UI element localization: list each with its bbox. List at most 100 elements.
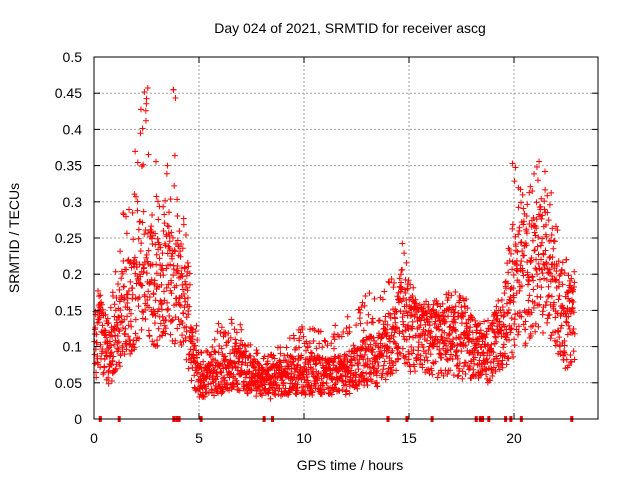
data-point: [105, 369, 112, 376]
data-point: [522, 326, 529, 333]
data-point: [491, 329, 498, 336]
data-point: [399, 240, 406, 247]
data-point: [355, 366, 362, 373]
data-point: [304, 373, 311, 380]
data-point: [374, 359, 381, 366]
data-point: [398, 298, 405, 305]
data-point: [462, 359, 469, 366]
data-point: [194, 336, 201, 343]
data-point: [524, 201, 531, 208]
data-point: [136, 294, 143, 301]
data-point: [545, 217, 552, 224]
data-point: [545, 312, 552, 319]
data-point: [129, 209, 136, 216]
data-point: [94, 287, 101, 294]
data-point: [501, 312, 508, 319]
x-axis-label: GPS time / hours: [297, 457, 404, 473]
data-point: [143, 270, 150, 277]
data-point: [427, 351, 434, 358]
data-point: [100, 371, 107, 378]
data-point: [100, 369, 107, 376]
data-point: [203, 347, 210, 354]
data-point: [170, 266, 177, 273]
data-point: [297, 355, 304, 362]
y-tick-label: 0: [74, 411, 82, 427]
data-point: [515, 231, 522, 238]
data-point: [515, 323, 522, 330]
data-point: [346, 390, 353, 397]
data-point: [332, 380, 339, 387]
data-point: [569, 304, 576, 311]
data-point: [544, 209, 551, 216]
data-point: [102, 331, 109, 338]
chart-title: Day 024 of 2021, SRMTID for receiver asc…: [214, 20, 486, 36]
data-point: [170, 86, 177, 93]
data-point: [490, 349, 497, 356]
data-point: [130, 236, 137, 243]
data-point: [188, 325, 195, 332]
data-point: [158, 266, 165, 273]
data-point: [408, 343, 415, 350]
data-point: [339, 386, 346, 393]
data-point: [432, 318, 439, 325]
data-point: [527, 183, 534, 190]
data-point: [536, 158, 543, 165]
data-point: [352, 357, 359, 364]
data-point: [280, 368, 287, 375]
data-point: [161, 211, 168, 218]
data-point: [278, 363, 285, 370]
data-point: [554, 338, 561, 345]
data-point: [518, 258, 525, 265]
data-point: [432, 358, 439, 365]
data-point: [284, 352, 291, 359]
data-point: [508, 315, 515, 322]
data-point: [211, 336, 218, 343]
data-point: [529, 187, 536, 194]
data-point: [429, 306, 436, 313]
data-point: [230, 383, 237, 390]
data-point: [543, 221, 550, 228]
data-point: [161, 297, 168, 304]
data-point: [413, 302, 420, 309]
data-point: [407, 312, 414, 319]
data-point: [158, 281, 165, 288]
data-point: [467, 324, 474, 331]
data-point: [395, 343, 402, 350]
data-point: [363, 370, 370, 377]
data-point: [374, 383, 381, 390]
data-point: [168, 290, 175, 297]
data-point: [364, 319, 371, 326]
data-point: [522, 318, 529, 325]
data-point: [297, 329, 304, 336]
data-point: [544, 319, 551, 326]
data-point: [405, 356, 412, 363]
data-point: [434, 343, 441, 350]
data-point: [399, 266, 406, 273]
data-point: [423, 367, 430, 374]
data-point: [507, 329, 514, 336]
data-point: [134, 207, 141, 214]
data-point: [121, 351, 128, 358]
data-point: [382, 326, 389, 333]
data-point: [520, 205, 527, 212]
data-point: [556, 334, 563, 341]
data-point: [295, 344, 302, 351]
data-point: [519, 191, 526, 198]
data-point: [183, 328, 190, 335]
data-point: [482, 334, 489, 341]
data-point: [150, 291, 157, 298]
data-point: [138, 240, 145, 247]
data-point: [388, 275, 395, 282]
y-tick-label: 0.2: [63, 266, 83, 282]
data-point: [187, 346, 194, 353]
data-point: [516, 287, 523, 294]
data-point: [328, 340, 335, 347]
data-point: [531, 229, 538, 236]
data-point: [384, 321, 391, 328]
data-point: [553, 276, 560, 283]
data-point: [409, 325, 416, 332]
data-point: [511, 342, 518, 349]
data-point: [154, 198, 161, 205]
data-point: [364, 382, 371, 389]
data-point: [463, 296, 470, 303]
